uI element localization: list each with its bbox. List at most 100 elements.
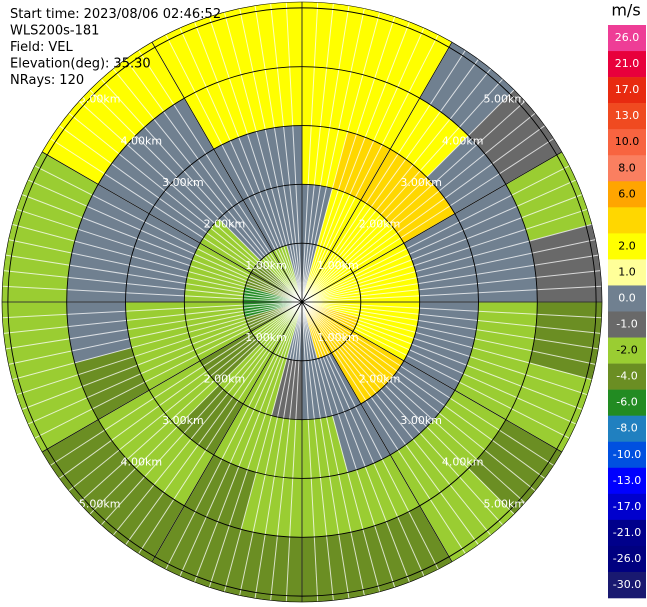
colorbar-band xyxy=(608,285,646,312)
ray-gap xyxy=(301,138,554,303)
range-label: 4.00km xyxy=(120,456,162,469)
colorbar-tick-label: 2.0 xyxy=(618,239,636,252)
ray-gap xyxy=(112,301,303,536)
colorbar-band xyxy=(608,389,646,416)
ray-gap xyxy=(301,194,583,303)
range-ring xyxy=(66,66,538,538)
info-line: Elevation(deg): 35.30 xyxy=(10,56,151,71)
colorbar-band xyxy=(608,181,646,208)
colorbar-band xyxy=(608,77,646,104)
ray-gap xyxy=(301,179,577,303)
ray-gap xyxy=(301,301,592,381)
ray-gap xyxy=(78,301,303,504)
colorbar-tick-label: -10.0 xyxy=(613,448,641,461)
ray-gap xyxy=(89,301,303,515)
info-value: VEL xyxy=(48,40,73,55)
ray-gap xyxy=(125,301,303,545)
ray-gap xyxy=(301,301,319,602)
ray-gap xyxy=(301,34,439,303)
ray-gap xyxy=(301,301,554,466)
ray-gap xyxy=(301,254,599,303)
ray-gap xyxy=(112,68,303,303)
ray-gap xyxy=(301,301,410,583)
ray-gap xyxy=(301,21,410,303)
ray-gap xyxy=(27,179,303,303)
range-label: 2.00km xyxy=(359,373,401,386)
colorbar-tick-label: 10.0 xyxy=(615,135,640,148)
ray-gap xyxy=(301,2,319,303)
ray-gap xyxy=(239,8,303,303)
range-label: 1.00km xyxy=(317,331,359,344)
info-line: Field: VEL xyxy=(10,40,73,55)
ray-gap xyxy=(301,8,365,303)
ray-gap xyxy=(5,254,303,303)
ray-gap xyxy=(301,301,526,504)
colorbar: 26.0 21.0 17.0 13.0 10.0 8.0 6.0 2.0 1.0 0.0 -1.0 -… xyxy=(608,1,646,599)
ray-gap xyxy=(68,301,303,492)
colorbar-tick-label: -17.0 xyxy=(613,500,641,513)
ray-gap xyxy=(301,112,536,303)
ray-gap xyxy=(208,16,303,303)
ray-gap xyxy=(301,125,545,303)
ray-gap xyxy=(301,301,504,526)
info-value: 2023/08/06 02:46:52 xyxy=(84,7,221,22)
ray-gap xyxy=(16,301,303,396)
ray-gap xyxy=(301,165,570,303)
ray-gap xyxy=(254,301,303,599)
info-line: Start time: 2023/08/06 02:46:52 xyxy=(10,7,221,22)
ray-gap xyxy=(50,301,303,466)
ray-gap xyxy=(100,78,303,303)
ray-gap xyxy=(138,301,303,554)
spoke xyxy=(151,301,303,563)
ray-gap xyxy=(301,301,350,599)
colorbar-band xyxy=(608,233,646,260)
colorbar-band xyxy=(608,155,646,182)
colorbar-band xyxy=(608,441,646,469)
ray-gap xyxy=(301,223,592,303)
ray-gap xyxy=(179,301,303,577)
range-ring xyxy=(7,7,597,597)
ray-gap xyxy=(301,301,596,365)
colorbar-band xyxy=(608,311,646,338)
ray-gap xyxy=(301,301,601,334)
spoke xyxy=(41,301,303,453)
colorbar-band xyxy=(608,25,646,52)
colorbar-tick-label: -1.0 xyxy=(616,318,637,331)
spoke xyxy=(301,301,453,563)
ray-gap xyxy=(21,194,303,303)
range-label: 5.00km xyxy=(484,93,526,106)
colorbar-band xyxy=(608,363,646,390)
spoke xyxy=(301,151,563,303)
ray-gap xyxy=(16,208,303,303)
colorbar-band xyxy=(608,103,646,130)
ray-gap xyxy=(301,301,365,596)
ray-gap xyxy=(301,100,526,303)
colorbar-tick-label: -4.0 xyxy=(616,370,637,383)
ray-gap xyxy=(285,301,303,602)
ray-gap xyxy=(59,125,303,303)
ray-gap xyxy=(301,301,583,410)
range-label: 1.00km xyxy=(245,259,287,272)
info-value: 35.30 xyxy=(113,56,150,71)
info-label: NRays: xyxy=(10,73,55,88)
colorbar-band xyxy=(608,467,646,495)
ray-gap xyxy=(301,239,596,303)
ray-gap xyxy=(301,16,396,303)
ray-gap xyxy=(34,165,303,303)
outer-edge xyxy=(1,1,603,603)
ray-gap xyxy=(270,301,303,601)
range-label: 1.00km xyxy=(245,331,287,344)
colorbar-tick-label: -21.0 xyxy=(613,526,641,539)
ray-gap xyxy=(301,27,425,303)
ray-gap xyxy=(301,301,577,425)
ray-gap xyxy=(301,301,381,592)
ray-gap xyxy=(301,301,515,515)
range-label: 2.00km xyxy=(204,373,246,386)
colorbar-band xyxy=(608,129,646,156)
ray-gap xyxy=(2,301,303,319)
ray-gap xyxy=(179,27,303,303)
ray-gap xyxy=(59,301,303,479)
ray-gap xyxy=(301,301,602,319)
